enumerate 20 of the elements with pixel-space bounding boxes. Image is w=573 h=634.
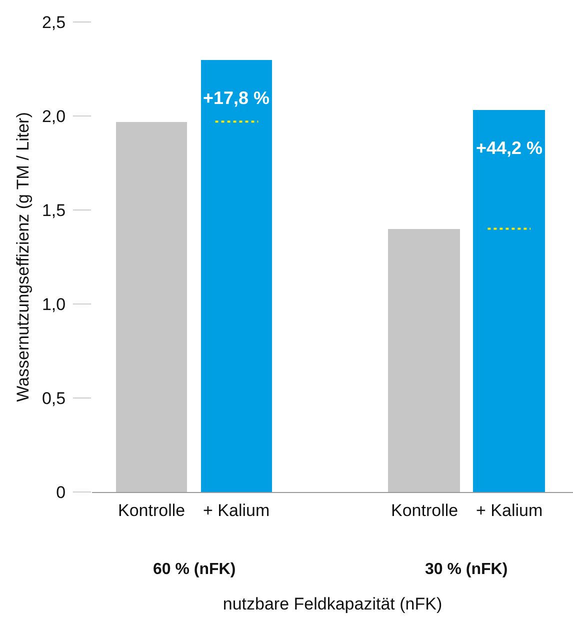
bar [473,110,545,492]
annotation: +17,8 % [203,88,270,108]
text: + Kalium [476,501,543,520]
annotation: +44,2 % [476,138,543,158]
y-tick-label: 2,5 [42,12,66,32]
bar [201,60,272,492]
y-tick-label: 2,0 [42,106,66,126]
series-label: + Kalium [203,501,270,520]
bar [388,229,460,492]
bar [116,122,187,492]
text: Kontrolle [391,501,458,520]
y-axis-title: Wassernutzungseffizienz (g TM / Liter) [14,112,33,402]
series-label: Kontrolle [118,501,186,520]
y-tick-label: 1,5 [42,200,66,220]
x-axis-title: nutzbare Feldkapazität (nFK) [222,594,442,614]
y-tick-label: 1,0 [42,294,66,314]
x-tick-label: 30 % (nFK) [425,561,508,578]
y-tick-label: 0 [56,482,66,502]
y-tick-label: 0,5 [42,388,66,408]
x-tick-label: 60 % (nFK) [153,561,236,578]
